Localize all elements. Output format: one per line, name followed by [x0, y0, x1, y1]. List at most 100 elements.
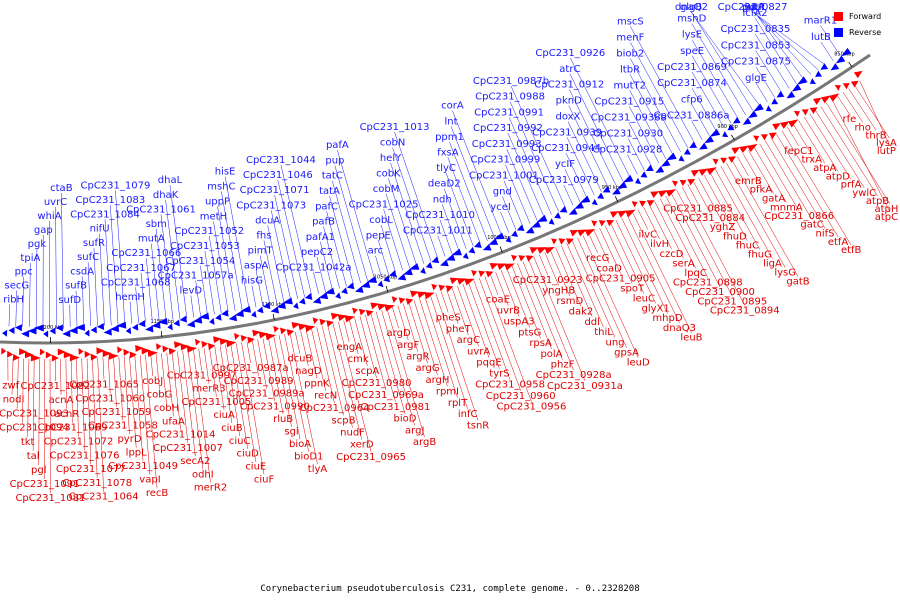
forward-gene-feature — [195, 338, 201, 346]
forward-gene-label: lpqC — [684, 268, 706, 279]
legend-forward-label: Forward — [849, 11, 882, 21]
forward-gene-feature — [658, 190, 668, 198]
forward-gene-feature — [147, 349, 158, 357]
forward-gene-feature — [57, 348, 66, 356]
forward-leader-line — [582, 235, 639, 358]
reverse-leader-line — [755, 82, 768, 103]
forward-gene-label: CpC231_0989 — [224, 376, 294, 387]
reverse-gene-label: CpC231_1061 — [126, 204, 196, 215]
forward-gene-feature — [312, 317, 319, 325]
forward-leader-line — [203, 348, 210, 384]
forward-gene-label: pyrD — [117, 434, 141, 445]
forward-gene-feature — [591, 220, 598, 227]
reverse-leader-line — [627, 154, 638, 175]
reverse-leader-line — [691, 120, 703, 140]
reverse-gene-label: pafC — [315, 201, 338, 212]
forward-gene-feature — [30, 354, 41, 362]
reverse-gene-feature — [574, 201, 584, 209]
reverse-gene-label: ndh — [433, 194, 452, 205]
forward-gene-label: thrB — [865, 130, 886, 141]
reverse-gene-label: CpC231_0979 — [529, 175, 599, 186]
forward-gene-feature — [760, 134, 768, 141]
reverse-gene-feature — [635, 177, 642, 185]
reverse-gene-label: CpC231_1068 — [101, 277, 171, 288]
forward-gene-feature — [123, 348, 130, 356]
forward-leader-line — [748, 150, 774, 194]
forward-gene-feature — [496, 263, 507, 271]
forward-gene-feature — [772, 123, 781, 131]
forward-gene-feature — [438, 284, 446, 292]
forward-gene-label: fepC1 — [784, 146, 813, 157]
forward-gene-feature — [247, 336, 255, 344]
reverse-gene-feature — [445, 254, 456, 261]
reverse-gene-label: tatA — [319, 186, 340, 197]
reverse-leader-line — [563, 184, 574, 206]
forward-leader-line — [610, 222, 645, 294]
reverse-gene-label: CpC231_0915 — [594, 96, 664, 107]
reverse-gene-label: CpC231_1071 — [240, 185, 310, 196]
forward-leader-line — [670, 192, 721, 288]
forward-gene-feature — [753, 135, 760, 142]
forward-gene-feature — [201, 340, 208, 348]
reverse-gene-label: putP — [742, 2, 765, 13]
reverse-gene-label: cobM — [373, 184, 400, 195]
forward-gene-feature — [240, 334, 248, 342]
reverse-leader-line — [508, 117, 552, 215]
feature-layer — [1, 47, 863, 362]
reverse-gene-feature — [791, 83, 802, 92]
reverse-gene-feature — [55, 324, 63, 332]
reverse-gene-label: CpC231_0874 — [657, 78, 727, 89]
forward-gene-label: recG — [586, 253, 609, 264]
reverse-gene-feature — [612, 187, 621, 195]
forward-gene-label: spoT — [620, 283, 645, 294]
forward-gene-label: coaE — [486, 295, 510, 306]
forward-gene-label: CpC231_0981 — [361, 402, 431, 413]
forward-gene-feature — [117, 346, 123, 354]
reverse-gene-label: gnd — [493, 186, 512, 197]
forward-gene-label: thiL — [594, 327, 613, 338]
forward-leader-line — [219, 345, 233, 423]
forward-gene-label: ciuB — [221, 423, 243, 434]
forward-leader-line — [102, 357, 105, 380]
forward-leader-line — [462, 283, 490, 358]
reverse-gene-label: CpC231_1073 — [236, 200, 306, 211]
reverse-gene-label: CpC231_0928 — [593, 145, 663, 156]
forward-gene-label: gatA — [762, 194, 785, 205]
reverse-gene-label: CpC231_1046 — [243, 170, 313, 181]
forward-gene-label: polA — [540, 349, 562, 360]
forward-leader-line — [386, 308, 425, 438]
forward-gene-label: cmk — [348, 354, 369, 365]
reverse-leader-line — [441, 204, 460, 252]
forward-gene-label: merR2 — [194, 482, 227, 493]
forward-gene-feature — [720, 157, 728, 164]
reverse-leader-line — [753, 11, 819, 71]
forward-gene-feature — [39, 348, 45, 356]
forward-leader-line — [637, 209, 649, 230]
scale-tick — [385, 285, 389, 292]
forward-gene-label: tlyA — [308, 464, 328, 475]
reverse-gene-label: pgk — [28, 239, 47, 250]
forward-leader-line — [654, 201, 684, 259]
forward-gene-label: pheT — [446, 324, 472, 335]
reverse-leader-line — [35, 248, 38, 327]
reverse-gene-label: dnaQ2 — [675, 2, 708, 13]
forward-gene-feature — [489, 263, 499, 270]
reverse-gene-feature — [474, 241, 482, 248]
forward-gene-feature — [801, 109, 809, 116]
forward-gene-label: etfB — [841, 245, 862, 256]
reverse-gene-feature — [431, 256, 440, 264]
reverse-gene-label: CpC231_1001 — [469, 170, 539, 181]
forward-gene-label: fhuG — [748, 250, 772, 261]
forward-gene-label: CpC231_0958 — [475, 380, 545, 391]
forward-leader-line — [517, 263, 552, 350]
legend: Forward Reverse — [834, 8, 896, 40]
reverse-gene-feature — [640, 171, 648, 178]
reverse-leader-line — [104, 219, 112, 326]
reverse-gene-label: CpC231_1084 — [70, 209, 140, 220]
forward-leader-line — [837, 95, 850, 115]
forward-gene-feature — [405, 298, 414, 305]
reverse-leader-line — [8, 304, 10, 327]
forward-gene-label: tyrS — [489, 369, 509, 380]
forward-gene-label: CpC231_0866 — [764, 211, 834, 222]
